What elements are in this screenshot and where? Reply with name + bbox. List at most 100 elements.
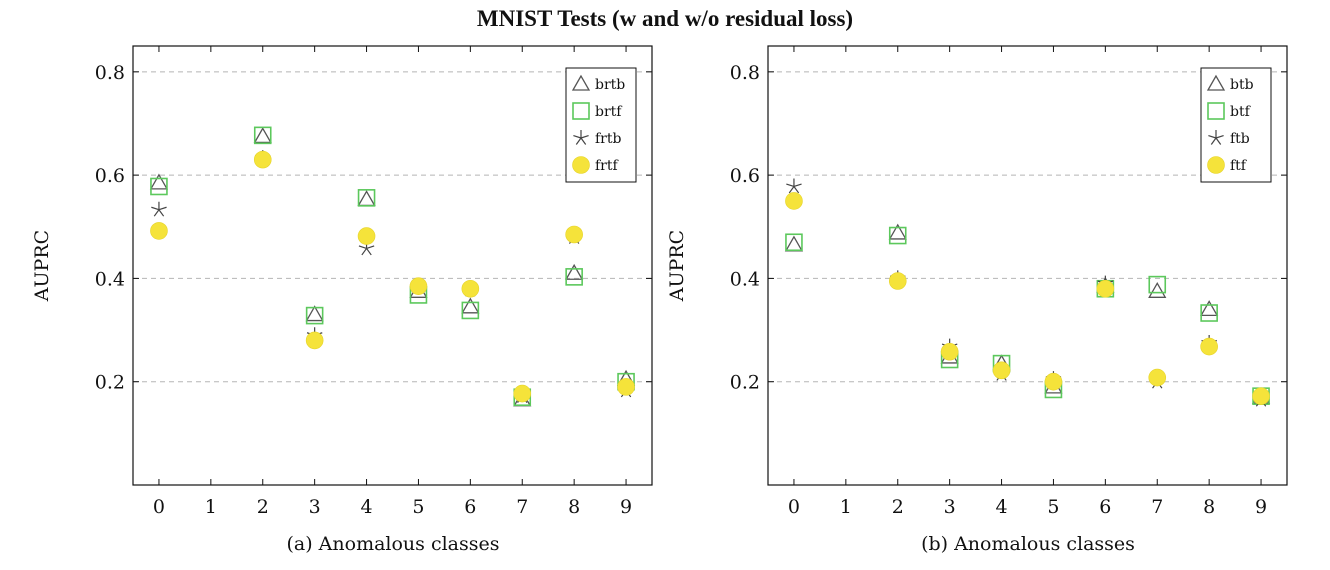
data-point-frtf: [617, 378, 635, 396]
data-point-ftf: [785, 192, 803, 210]
data-point-ftf: [1148, 368, 1167, 387]
legend-marker-frtf: [572, 156, 590, 174]
data-point-frtb: [151, 201, 167, 217]
x-tick-label: 1: [840, 496, 852, 518]
y-tick-label: 0.8: [730, 62, 760, 84]
legend-label: frtb: [595, 131, 622, 147]
data-point-brtf: [305, 306, 324, 325]
x-tick-label: 2: [892, 496, 904, 518]
legend: brtb brtf frtb frtf: [565, 67, 637, 183]
legend-label: ftb: [1230, 131, 1250, 147]
x-tick-label: 0: [788, 496, 800, 518]
data-point-brtf: [253, 126, 272, 145]
data-point-ftf: [1096, 279, 1115, 298]
data-point-brtf: [565, 268, 583, 286]
x-tick-label: 5: [1047, 496, 1059, 518]
x-tick-label: 4: [996, 496, 1008, 518]
axes-frame: [132, 45, 653, 486]
data-point-btb: [1148, 282, 1167, 298]
data-point-brtb: [565, 263, 584, 280]
legend-marker-btf: [1207, 102, 1225, 120]
x-tick-label: 6: [464, 496, 476, 518]
legend-label: btf: [1230, 104, 1252, 120]
data-point-ftf: [1200, 337, 1218, 356]
data-point-ftf: [1252, 387, 1270, 405]
y-tick-label: 0.8: [95, 62, 125, 84]
data-point-btf: [1200, 304, 1218, 322]
legend-label: frtf: [595, 158, 620, 174]
legend-label: ftf: [1230, 158, 1248, 174]
x-tick-label: 9: [1255, 496, 1267, 518]
series-frtb: [151, 150, 634, 403]
x-tick-label: 0: [153, 496, 165, 518]
chart-panel-b: 0.2 0.4 0.6 0.8 0 1 2 3 4 5 6 7 8 9 AUPRC (b) Anomalous…: [666, 45, 1288, 555]
figure-title: MNIST Tests (w and w/o residual loss): [476, 6, 854, 31]
x-tick-label: 5: [412, 496, 424, 518]
data-point-brtb: [357, 190, 376, 207]
data-point-frtf: [461, 279, 480, 298]
data-point-btb: [1200, 300, 1219, 317]
data-point-btb: [784, 235, 804, 252]
x-axis-caption: (a) Anomalous classes: [286, 533, 499, 555]
x-tick-label: 3: [309, 496, 321, 518]
x-tick-label: 1: [205, 496, 217, 518]
y-tick-label: 0.2: [730, 372, 760, 394]
legend-marker-frtb: [573, 130, 589, 145]
data-point-brtb: [149, 173, 169, 190]
y-tick-label: 0.4: [730, 268, 760, 290]
data-point-frtf: [357, 227, 376, 245]
data-point-btb: [888, 223, 907, 240]
legend-label: brtf: [595, 104, 623, 120]
data-point-brtb: [305, 305, 324, 322]
series-frtf: [150, 150, 635, 403]
data-point-frtf: [409, 277, 428, 295]
chart-panel-a: 0.2 0.4 0.6 0.8 0 1 2 3 4 5 6 7 8 9 AUPRC (a) Anomalous…: [31, 45, 653, 555]
data-point-btf: [1148, 275, 1167, 294]
y-tick-label: 0.6: [95, 165, 125, 187]
series-brtb: [149, 127, 636, 407]
data-point-brtb: [461, 297, 480, 314]
data-point-btf: [888, 226, 907, 245]
x-tick-label: 7: [516, 496, 528, 518]
x-tick-label: 8: [1203, 496, 1215, 518]
series-ftb: [786, 178, 1269, 407]
data-point-ftf: [1044, 372, 1063, 391]
y-tick-label: 0.6: [730, 165, 760, 187]
data-point-frtf: [305, 331, 324, 350]
y-axis-label: AUPRC: [666, 230, 688, 302]
x-tick-label: 2: [257, 496, 269, 518]
x-tick-label: 4: [361, 496, 373, 518]
x-tick-label: 7: [1151, 496, 1163, 518]
series-btf: [785, 226, 1270, 405]
axes-frame: [767, 45, 1288, 486]
y-axis-label: AUPRC: [31, 230, 53, 302]
data-point-frtf: [565, 225, 583, 244]
y-tick-label: 0.2: [95, 372, 125, 394]
series-btb: [784, 223, 1271, 404]
legend-marker-ftb: [1208, 130, 1224, 145]
x-tick-label: 8: [568, 496, 580, 518]
data-point-btf: [785, 233, 803, 252]
x-tick-label: 3: [944, 496, 956, 518]
data-point-ftf: [940, 342, 959, 361]
x-tick-label: 6: [1099, 496, 1111, 518]
data-point-ftf: [888, 272, 907, 290]
legend-marker-brtf: [572, 102, 590, 120]
data-point-frtf: [253, 150, 272, 169]
data-point-ftb: [786, 178, 802, 194]
data-point-brtf: [357, 189, 376, 207]
series-ftf: [785, 192, 1270, 405]
legend-label: btb: [1230, 77, 1254, 93]
data-point-frtf: [150, 222, 168, 240]
legend-marker-ftf: [1207, 156, 1225, 174]
data-point-brtf: [461, 301, 480, 320]
x-tick-label: 9: [620, 496, 632, 518]
data-point-ftf: [992, 361, 1011, 380]
data-point-frtf: [513, 384, 532, 403]
series-brtf: [150, 126, 635, 407]
legend-label: brtb: [595, 77, 625, 93]
legend-marker-brtb: [571, 74, 591, 91]
x-axis-caption: (b) Anomalous classes: [921, 533, 1135, 555]
